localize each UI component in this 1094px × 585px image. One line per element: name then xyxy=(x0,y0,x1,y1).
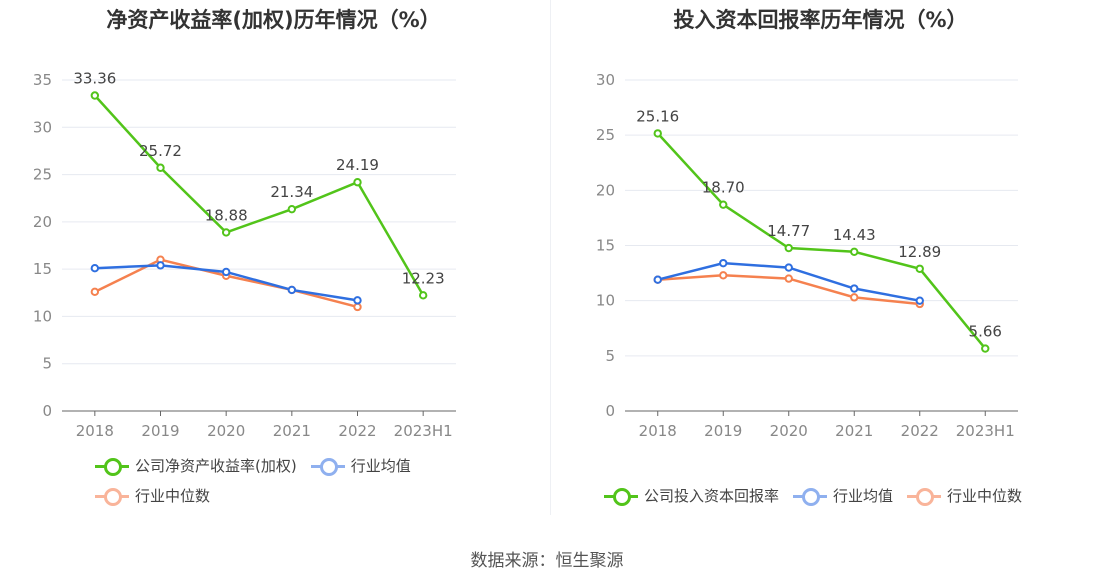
y-tick-label: 15 xyxy=(596,237,615,255)
data-point[interactable] xyxy=(784,274,793,283)
data-label: 14.77 xyxy=(767,222,810,240)
left-legend-row1: 公司净资产收益率(加权) 行业均值 xyxy=(95,455,425,476)
data-point[interactable] xyxy=(784,243,793,253)
x-tick-label: 2020 xyxy=(770,422,808,440)
y-tick-label: 25 xyxy=(33,166,52,184)
data-point[interactable] xyxy=(418,291,428,300)
legend-label: 公司投入资本回报率 xyxy=(644,487,780,505)
x-tick-label: 2019 xyxy=(704,422,742,440)
data-point[interactable] xyxy=(90,263,100,273)
legend-item-company[interactable]: 公司净资产收益率(加权) xyxy=(95,455,297,476)
data-point[interactable] xyxy=(90,91,100,100)
legend-label: 行业中位数 xyxy=(135,487,211,505)
data-label: 21.34 xyxy=(270,183,313,201)
series-line xyxy=(656,132,987,350)
data-point[interactable] xyxy=(653,129,662,138)
data-point[interactable] xyxy=(784,263,793,272)
legend-marker-icon xyxy=(604,487,638,506)
y-tick-label: 25 xyxy=(596,126,615,144)
legend-label: 公司净资产收益率(加权) xyxy=(135,457,297,475)
y-tick-label: 10 xyxy=(33,307,52,325)
x-tick-label: 2019 xyxy=(141,422,179,440)
data-point[interactable] xyxy=(353,178,362,187)
data-label: 5.66 xyxy=(969,323,1002,341)
legend-item-company[interactable]: 公司投入资本回报率 xyxy=(604,485,779,506)
data-point[interactable] xyxy=(353,302,362,312)
y-tick-label: 0 xyxy=(42,402,52,420)
y-tick-label: 5 xyxy=(605,347,615,365)
legend-label: 行业中位数 xyxy=(947,487,1023,505)
data-label: 14.43 xyxy=(833,226,876,244)
legend-label: 行业均值 xyxy=(833,487,894,505)
y-tick-label: 30 xyxy=(596,71,615,89)
y-tick-label: 5 xyxy=(42,355,52,373)
data-label: 18.88 xyxy=(205,206,248,224)
x-tick-label: 2022 xyxy=(901,422,939,440)
data-point[interactable] xyxy=(719,200,728,209)
y-tick-label: 20 xyxy=(596,181,615,199)
legend-marker-icon xyxy=(793,487,828,506)
series-line xyxy=(93,94,425,296)
y-tick-label: 20 xyxy=(33,213,52,231)
data-point[interactable] xyxy=(915,264,924,273)
data-point[interactable] xyxy=(221,228,231,237)
x-tick-label: 2021 xyxy=(273,422,311,440)
y-tick-label: 0 xyxy=(605,402,615,420)
legend-marker-icon xyxy=(95,457,129,476)
legend-item-mean[interactable]: 行业均值 xyxy=(310,455,411,476)
data-point[interactable] xyxy=(850,284,859,293)
data-point[interactable] xyxy=(221,267,231,277)
data-point[interactable] xyxy=(353,296,362,305)
y-tick-label: 15 xyxy=(33,260,52,278)
y-tick-label: 35 xyxy=(33,71,52,89)
legend-item-median[interactable]: 行业中位数 xyxy=(907,485,1022,506)
legend-marker-icon xyxy=(310,457,345,476)
legend-item-median[interactable]: 行业中位数 xyxy=(95,485,210,506)
left-legend-row2: 行业中位数 xyxy=(95,485,224,506)
x-tick-label: 2020 xyxy=(207,422,245,440)
data-label: 18.70 xyxy=(702,179,745,197)
data-point[interactable] xyxy=(719,271,728,280)
y-tick-label: 30 xyxy=(33,118,52,136)
data-point[interactable] xyxy=(90,287,100,297)
x-tick-label: 2022 xyxy=(338,422,376,440)
divider xyxy=(550,0,551,515)
data-point[interactable] xyxy=(850,293,859,302)
data-point[interactable] xyxy=(653,275,662,284)
data-label: 24.19 xyxy=(336,156,379,174)
data-point[interactable] xyxy=(850,247,859,256)
data-point[interactable] xyxy=(156,261,165,270)
left-chart-title: 净资产收益率(加权)历年情况（%） xyxy=(106,8,441,32)
data-label: 33.36 xyxy=(73,70,116,88)
y-tick-label: 10 xyxy=(596,292,615,310)
data-label: 25.72 xyxy=(139,142,182,160)
data-point[interactable] xyxy=(719,258,728,268)
data-point[interactable] xyxy=(287,285,297,295)
data-point[interactable] xyxy=(156,163,165,172)
data-source: 数据来源：恒生聚源 xyxy=(470,551,624,571)
data-label: 25.16 xyxy=(636,107,679,125)
x-tick-label: 2021 xyxy=(835,422,873,440)
right-chart-title: 投入资本回报率历年情况（%） xyxy=(673,8,968,32)
right-legend: 公司投入资本回报率 行业均值 行业中位数 xyxy=(604,485,1036,506)
x-tick-label: 2023H1 xyxy=(956,422,1015,440)
x-tick-label: 2018 xyxy=(76,422,114,440)
x-tick-label: 2018 xyxy=(639,422,677,440)
legend-item-mean[interactable]: 行业均值 xyxy=(793,485,893,506)
legend-marker-icon xyxy=(907,487,942,506)
legend-marker-icon xyxy=(95,487,129,506)
x-tick-label: 2023H1 xyxy=(394,422,453,440)
data-point[interactable] xyxy=(915,296,924,305)
data-label: 12.23 xyxy=(402,269,445,287)
legend-label: 行业均值 xyxy=(350,457,411,475)
data-point[interactable] xyxy=(287,204,297,214)
data-point[interactable] xyxy=(981,344,990,353)
data-label: 12.89 xyxy=(898,243,941,261)
